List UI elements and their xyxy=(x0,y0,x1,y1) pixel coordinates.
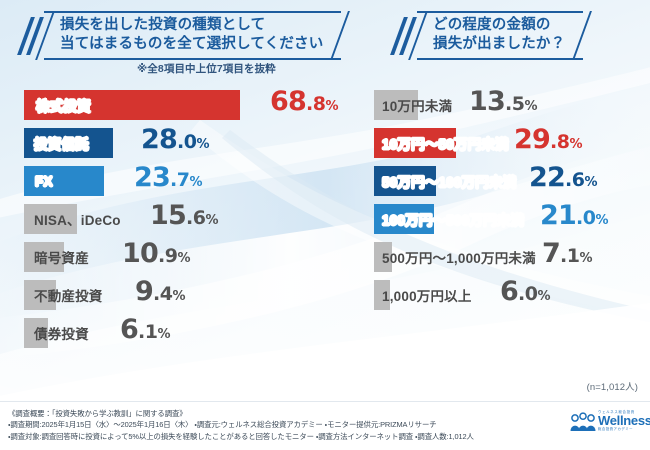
bar-fill xyxy=(374,242,392,272)
footer-bar: 《調査概要：「投資失敗から学ぶ教訓」に関する調査》 ・調査期間:2025年1月1… xyxy=(0,401,650,450)
logo-wordmark: ウェルネス総合投資 Wellness 総合投資アカデミー xyxy=(598,410,650,432)
bar-value: 22.6% xyxy=(529,162,598,193)
bar-row[interactable]: 10万円未満 13.5% xyxy=(374,86,644,124)
right-chart-bars: 10万円未満 13.5% 10万円〜50万円未満 29.8% 50万円〜100万… xyxy=(374,86,644,314)
bar-category-label: 暗号資産 xyxy=(34,251,89,266)
bar-row[interactable]: 500万円〜1,000万円未満 7.1% xyxy=(374,238,644,276)
right-title-text: どの程度の金額の 損失が出ましたか？ xyxy=(433,17,566,53)
bar-value: 13.5% xyxy=(469,86,538,117)
bar-fill xyxy=(24,318,48,348)
logo-name: Wellness xyxy=(598,413,650,429)
bar-category-label: 100万円〜500万円未満 xyxy=(382,213,525,229)
bar-fill xyxy=(24,204,77,234)
bar-category-label: 不動産投資 xyxy=(34,289,103,304)
bar-row[interactable]: 10万円〜50万円未満 29.8% xyxy=(374,124,644,162)
bar-category-label: 投資信託 xyxy=(34,137,89,153)
bar-value: 28.0% xyxy=(141,124,210,155)
left-chart-bars: 株式投資 68.8% 投資信託 28.0% FX 23.7% xyxy=(24,86,338,352)
bar-row[interactable]: 投資信託 28.0% xyxy=(24,124,324,162)
survey-overview-line: 《調査概要：「投資失敗から学ぶ教訓」に関する調査》 xyxy=(8,409,187,418)
bar-category-label: 1,000万円以上 xyxy=(382,289,472,304)
bar-row[interactable]: 暗号資産 10.9% xyxy=(24,238,324,276)
bar-fill xyxy=(374,166,436,196)
bar-fill xyxy=(24,242,64,272)
bar-value: 29.8% xyxy=(514,124,583,155)
left-title-text: 損失を出した投資の種類として 当てはまるものを全て選択してください xyxy=(60,17,324,53)
bar-value: 23.7% xyxy=(134,162,203,193)
left-title-box: 損失を出した投資の種類として 当てはまるものを全て選択してください xyxy=(44,11,342,61)
bar-row[interactable]: 債券投資 6.1% xyxy=(24,314,324,352)
bar-row[interactable]: 1,000万円以上 6.0% xyxy=(374,276,644,314)
bar-value: 6.0% xyxy=(500,276,551,307)
left-chart-subnote: ※全8項目中上位7項目を抜粋 xyxy=(137,63,276,75)
bar-value: 10.9% xyxy=(122,238,191,269)
bar-category-label: 債券投資 xyxy=(34,327,89,342)
left-chart-title: 損失を出した投資の種類として 当てはまるものを全て選択してください xyxy=(17,11,342,61)
logo-top-japanese: ウェルネス総合投資 xyxy=(598,410,635,414)
bar-category-label: 10万円未満 xyxy=(382,99,453,114)
bar-category-label: 500万円〜1,000万円未満 xyxy=(382,251,536,266)
bar-row[interactable]: FX 23.7% xyxy=(24,162,324,200)
survey-period-line: ・調査期間:2025年1月15日〈水〉〜2025年1月16日〈木〉 ・調査元:ウ… xyxy=(8,420,437,430)
right-chart-title: どの程度の金額の 損失が出ましたか？ xyxy=(390,11,584,61)
bar-category-label: 10万円〜50万円未満 xyxy=(382,137,509,153)
bar-row[interactable]: 100万円〜500万円未満 21.0% xyxy=(374,200,644,238)
bar-category-label: 株式投資 xyxy=(36,99,91,115)
bar-fill xyxy=(24,280,56,310)
bar-row[interactable]: 不動産投資 9.4% xyxy=(24,276,324,314)
bar-fill xyxy=(374,128,456,158)
bar-fill xyxy=(374,280,390,310)
bar-value: 7.1% xyxy=(542,238,593,269)
bar-fill xyxy=(374,204,434,234)
bar-value: 6.1% xyxy=(120,314,171,345)
bar-row[interactable]: NISA、iDeCo 15.6% xyxy=(24,200,324,238)
bar-value: 21.0% xyxy=(540,200,609,231)
bar-fill xyxy=(24,90,240,120)
bar-category-label: NISA、iDeCo xyxy=(34,213,121,228)
bar-row[interactable]: 株式投資 68.8% xyxy=(24,86,338,124)
bar-value: 9.4% xyxy=(135,276,186,307)
bar-category-label: 50万円〜100万円未満 xyxy=(382,175,517,191)
sample-size-note: (n=1,012人) xyxy=(586,382,638,393)
people-group-icon xyxy=(570,412,596,431)
bar-fill xyxy=(24,128,113,158)
survey-target-line: ・調査対象:調査回答時に投資によって5%以上の損失を経験したことがあると回答した… xyxy=(8,431,474,441)
right-title-box: どの程度の金額の 損失が出ましたか？ xyxy=(417,11,584,61)
bar-value: 68.8% xyxy=(270,86,339,117)
bar-value: 15.6% xyxy=(150,200,219,231)
logo-bottom-japanese: 総合投資アカデミー xyxy=(598,427,634,432)
bar-category-label: FX xyxy=(35,173,53,189)
bar-row[interactable]: 50万円〜100万円未満 22.6% xyxy=(374,162,644,200)
survey-details: 《調査概要：「投資失敗から学ぶ教訓」に関する調査》 ・調査期間:2025年1月1… xyxy=(8,408,474,442)
bar-fill xyxy=(374,90,418,120)
wellness-logo: ウェルネス総合投資 Wellness 総合投資アカデミー xyxy=(568,410,650,440)
bar-fill xyxy=(24,166,104,196)
